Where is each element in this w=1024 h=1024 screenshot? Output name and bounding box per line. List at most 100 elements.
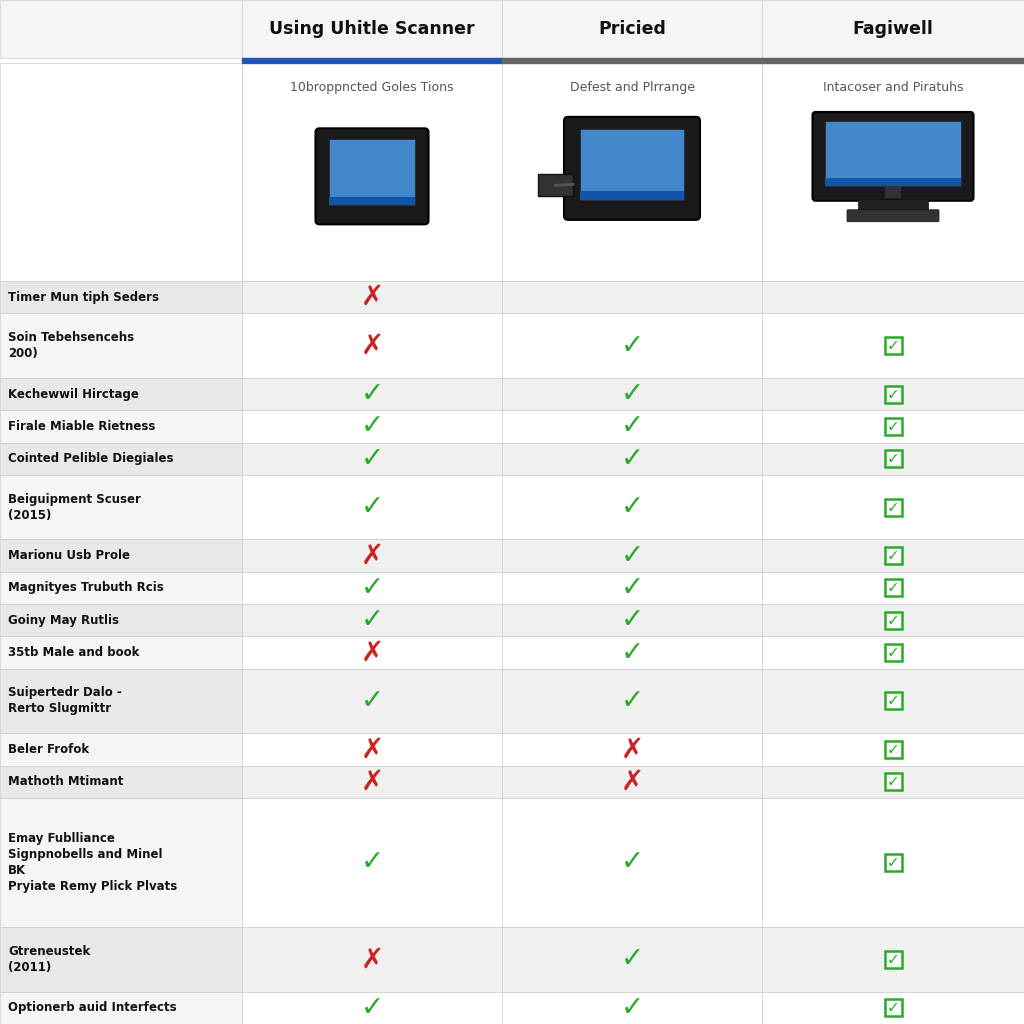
FancyBboxPatch shape (812, 112, 974, 201)
Bar (242, 991, 502, 1024)
Bar (0, 927, 242, 991)
Bar (242, 411, 502, 442)
Bar (0, 669, 242, 733)
Bar (858, 199, 928, 211)
Text: Emay Fublliance
Signpnobells and Minel
BK
Pryiate Remy Plick Plvats: Emay Fublliance Signpnobells and Minel B… (8, 831, 177, 893)
Bar (885, 451, 901, 467)
Bar (885, 337, 901, 354)
Text: Suipertedr Dalo -
Rerto Slugmittr: Suipertedr Dalo - Rerto Slugmittr (8, 686, 122, 716)
Bar (242, 63, 502, 281)
FancyBboxPatch shape (315, 128, 428, 224)
Text: ✗: ✗ (360, 768, 384, 796)
Text: ✓: ✓ (887, 338, 899, 353)
Text: ✓: ✓ (621, 639, 644, 667)
Bar (762, 669, 1024, 733)
Text: ✗: ✗ (360, 735, 384, 764)
Text: Timer Mun tiph Seders: Timer Mun tiph Seders (8, 291, 159, 304)
Bar (502, 604, 762, 636)
Bar (762, 636, 1024, 669)
Text: ✓: ✓ (360, 687, 384, 715)
Bar (502, 927, 762, 991)
Bar (242, 766, 502, 798)
Bar (885, 644, 901, 662)
Text: ✓: ✓ (621, 413, 644, 440)
Bar (242, 540, 502, 571)
Bar (824, 178, 962, 185)
Bar (329, 198, 415, 206)
Bar (502, 733, 762, 766)
Bar (242, 636, 502, 669)
Text: ✓: ✓ (887, 774, 899, 790)
Bar (762, 313, 1024, 378)
Text: ✗: ✗ (360, 639, 384, 667)
Text: ✓: ✓ (621, 849, 644, 877)
Text: ✓: ✓ (887, 952, 899, 967)
Bar (885, 418, 901, 435)
Text: ✓: ✓ (360, 849, 384, 877)
Text: ✗: ✗ (621, 768, 644, 796)
Bar (502, 411, 762, 442)
Text: Kechewwil Hirctage: Kechewwil Hirctage (8, 387, 139, 400)
Bar (502, 442, 762, 475)
Bar (0, 442, 242, 475)
Bar (762, 571, 1024, 604)
Bar (242, 798, 502, 927)
Text: Gtreneustek
(2011): Gtreneustek (2011) (8, 945, 90, 974)
Text: 35tb Male and book: 35tb Male and book (8, 646, 139, 659)
Text: 10broppncted Goles Tions: 10broppncted Goles Tions (290, 81, 454, 94)
Bar (885, 386, 901, 402)
Bar (0, 571, 242, 604)
Bar (885, 499, 901, 516)
Text: ✓: ✓ (621, 573, 644, 602)
Text: Beiguipment Scuser
(2015): Beiguipment Scuser (2015) (8, 493, 141, 521)
Bar (0, 766, 242, 798)
Bar (242, 442, 502, 475)
Bar (502, 540, 762, 571)
Bar (0, 733, 242, 766)
Text: ✓: ✓ (887, 742, 899, 757)
Bar (502, 378, 762, 411)
Bar (0, 604, 242, 636)
Text: Magnityes Trubuth Rcis: Magnityes Trubuth Rcis (8, 582, 164, 594)
Bar (502, 766, 762, 798)
Bar (502, 58, 762, 63)
Bar (762, 766, 1024, 798)
Bar (242, 604, 502, 636)
Bar (0, 798, 242, 927)
Bar (502, 313, 762, 378)
Bar (0, 475, 242, 540)
Bar (885, 773, 901, 791)
Bar (329, 139, 415, 206)
Bar (885, 180, 901, 198)
Bar (502, 281, 762, 313)
Bar (502, 991, 762, 1024)
Text: Soin Tebehsencehs
200): Soin Tebehsencehs 200) (8, 331, 134, 360)
Text: ✓: ✓ (887, 387, 899, 401)
Bar (502, 475, 762, 540)
Text: ✓: ✓ (887, 612, 899, 628)
Bar (762, 927, 1024, 991)
Bar (885, 854, 901, 871)
Bar (0, 540, 242, 571)
Text: Mathoth Mtimant: Mathoth Mtimant (8, 775, 123, 788)
Bar (242, 927, 502, 991)
Bar (502, 571, 762, 604)
Bar (0, 0, 242, 58)
Bar (762, 0, 1024, 58)
Bar (242, 669, 502, 733)
Text: Goiny May Rutlis: Goiny May Rutlis (8, 613, 119, 627)
Bar (885, 692, 901, 710)
Text: ✓: ✓ (621, 332, 644, 359)
Bar (502, 63, 762, 281)
Text: ✓: ✓ (621, 494, 644, 521)
Text: ✗: ✗ (360, 284, 384, 311)
Text: ✓: ✓ (621, 687, 644, 715)
Text: ✓: ✓ (621, 444, 644, 473)
Text: ✓: ✓ (887, 581, 899, 595)
Bar (242, 281, 502, 313)
Bar (0, 411, 242, 442)
Text: ✓: ✓ (887, 419, 899, 434)
Bar (885, 999, 901, 1017)
Text: ✓: ✓ (887, 1000, 899, 1016)
Bar (762, 442, 1024, 475)
